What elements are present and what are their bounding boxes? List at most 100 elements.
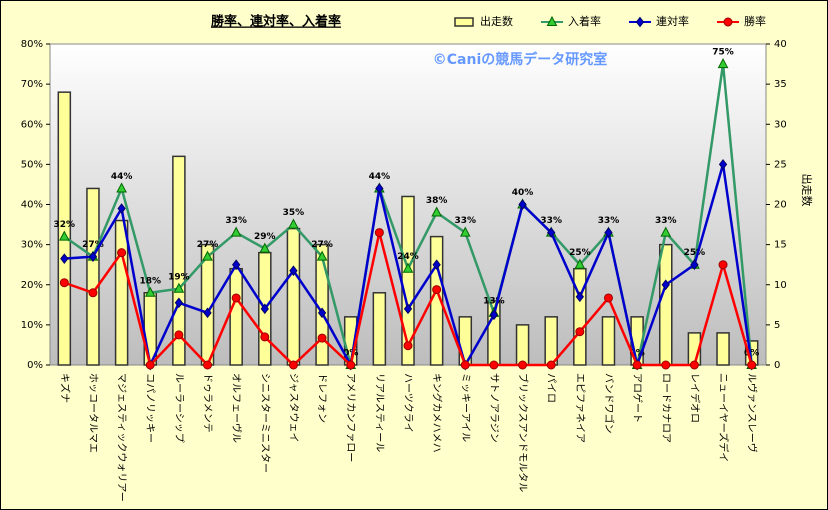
- y-tick-label: 70%: [21, 79, 43, 90]
- x-tick-label: マジェスティックウォリアー: [116, 373, 128, 502]
- x-tick-label: ルヴァンスレーヴ: [746, 373, 759, 453]
- data-label: 27%: [311, 240, 333, 250]
- marker: [117, 248, 127, 258]
- data-label: 75%: [712, 48, 734, 58]
- marker: [316, 250, 328, 261]
- marker: [203, 360, 213, 370]
- legend-label: 勝率: [744, 14, 766, 28]
- data-label: 44%: [111, 172, 133, 182]
- bar: [573, 267, 587, 366]
- bar: [57, 91, 72, 366]
- marker: [58, 230, 70, 241]
- marker: [232, 259, 241, 271]
- y-tick-label: 50%: [21, 159, 43, 170]
- marker: [202, 250, 213, 261]
- data-label: 27%: [197, 240, 219, 250]
- data-label: 0%: [343, 349, 358, 359]
- marker: [603, 293, 613, 303]
- y-tick-label: 60%: [21, 119, 43, 130]
- x-tick-label: ミッキーアイル: [459, 373, 470, 442]
- y2-tick-label: 25: [774, 159, 787, 170]
- marker: [547, 227, 556, 238]
- data-label: 33%: [598, 216, 620, 226]
- bar: [86, 187, 100, 366]
- y2-tick-label: 40: [774, 39, 787, 50]
- y-tick-label: 0%: [27, 360, 43, 371]
- data-label: 19%: [168, 272, 190, 282]
- marker: [288, 360, 298, 370]
- marker: [460, 360, 470, 370]
- data-label: 33%: [455, 216, 477, 226]
- y2-tick-label: 30: [774, 119, 787, 130]
- bar: [286, 227, 301, 366]
- x-tick-label: パイロ: [545, 373, 557, 403]
- y-tick-label: 80%: [21, 39, 43, 50]
- bar: [515, 324, 530, 366]
- data-label: 33%: [225, 216, 247, 226]
- marker: [689, 360, 699, 370]
- marker: [174, 297, 184, 309]
- bar: [114, 219, 129, 366]
- marker: [432, 285, 442, 295]
- x-tick-label: レイデオロ: [688, 373, 701, 423]
- marker: [259, 242, 271, 253]
- marker: [260, 332, 270, 342]
- marker: [575, 327, 585, 337]
- watermark: ©Caniの競馬データ研究室: [433, 51, 608, 68]
- marker: [88, 288, 98, 298]
- marker: [690, 259, 699, 271]
- marker: [604, 227, 613, 238]
- bar: [372, 292, 387, 366]
- x-tick-label: キングカメハメハ: [431, 373, 444, 453]
- x-tick-label: ルーラーシップ: [173, 373, 185, 443]
- marker: [718, 260, 728, 270]
- marker: [230, 226, 242, 237]
- y-tick-label: 40%: [21, 200, 43, 211]
- marker: [574, 258, 586, 269]
- x-tick-label: アメリカンファロー: [345, 373, 357, 462]
- y2-tick-label: 0: [774, 360, 780, 371]
- marker: [145, 360, 155, 370]
- marker: [117, 203, 126, 214]
- legend-marker: [546, 15, 558, 26]
- y2-tick-label: 20: [774, 200, 787, 211]
- x-tick-label: ロードカナロア: [660, 373, 672, 443]
- x-tick-label: ホッコータルマエ: [87, 373, 99, 453]
- x-tick-label: ドレフォン: [316, 373, 327, 423]
- data-label: 13%: [483, 296, 505, 306]
- marker: [60, 253, 69, 264]
- x-tick-label: バンドワゴン: [602, 373, 615, 434]
- y-tick-label: 20%: [21, 280, 43, 291]
- data-label: 33%: [540, 216, 562, 226]
- data-label: 35%: [283, 208, 305, 218]
- x-tick-label: コパノリッキー: [144, 373, 156, 443]
- data-label: 33%: [655, 216, 677, 226]
- y2-tick-label: 10: [774, 280, 787, 291]
- marker: [317, 307, 327, 319]
- data-label: 27%: [82, 240, 104, 250]
- marker: [174, 330, 184, 340]
- legend-marker: [723, 17, 733, 27]
- y2-axis-title: 出走数: [800, 174, 814, 207]
- x-tick-label: リアルスティール: [373, 373, 384, 452]
- y2-tick-label: 5: [774, 320, 780, 331]
- marker: [518, 360, 528, 370]
- bar: [716, 332, 730, 366]
- marker: [402, 262, 414, 273]
- marker: [403, 341, 413, 351]
- data-label: 18%: [139, 276, 161, 286]
- marker: [289, 265, 298, 277]
- data-label: 38%: [426, 196, 448, 206]
- marker: [575, 291, 584, 303]
- marker: [288, 218, 299, 229]
- marker: [717, 57, 729, 69]
- bar: [658, 243, 673, 366]
- marker: [432, 259, 441, 271]
- marker: [116, 182, 127, 193]
- x-tick-label: ジャスタウェイ: [287, 373, 299, 443]
- y-tick-label: 30%: [21, 240, 43, 251]
- marker: [546, 360, 556, 370]
- marker: [317, 333, 327, 343]
- legend-label: 入着率: [568, 14, 601, 28]
